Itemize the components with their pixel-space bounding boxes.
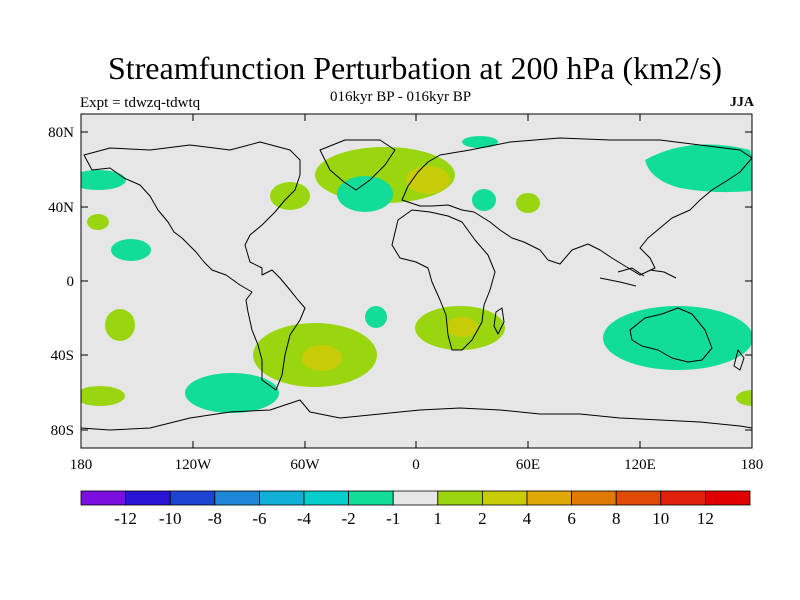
lat-label-40s: 40S [51, 348, 74, 364]
lat-ticks [81, 131, 752, 431]
colorbar-swatch-level-4-6 [526, 490, 572, 506]
colorbar-label: -1 [386, 509, 400, 528]
plot-subtitle-period: 016kyr BP - 016kyr BP [330, 89, 472, 105]
negative-anomaly-atlantic [337, 176, 393, 212]
negative-anomaly-caspian [472, 189, 496, 211]
colorbar-label: -6 [252, 509, 266, 528]
lon-label-120w: 120W [175, 457, 213, 473]
negative-anomaly-australia [603, 306, 752, 370]
colorbar-label: -8 [208, 509, 222, 528]
colorbar-swatch-level-2-1 [348, 490, 394, 506]
colorbar-swatch-level-gt-12 [705, 490, 751, 506]
lat-label-80s: 80S [51, 423, 74, 439]
colorbar-label: -4 [297, 509, 312, 528]
lon-label-120e: 120E [624, 457, 656, 473]
colorbar-swatch-level-1-2 [437, 490, 483, 506]
lon-label-180w: 180 [70, 457, 93, 473]
colorbar-swatch-level-6-8 [571, 490, 617, 506]
colorbar-swatch-level-4-2 [303, 490, 349, 506]
plot-subtitle-experiment: Expt = tdwzq-tdwtq [80, 95, 201, 111]
colorbar-swatch-level-1-1 [392, 490, 439, 506]
colorbar-label: -2 [342, 509, 356, 528]
negative-anomaly-south-pacific [185, 373, 279, 413]
colorbar-swatch-level-10-8 [169, 490, 216, 506]
colorbar-swatch-level-6-4 [258, 490, 305, 506]
colorbar: -12 -10 -8 -6 -4 -2 -1 1 2 4 6 8 10 12 [80, 490, 751, 528]
colorbar-label: -12 [114, 509, 137, 528]
positive-anomaly-central-asia [516, 193, 540, 213]
lat-label-eq: 0 [67, 274, 75, 290]
negative-anomaly-east-asia [645, 144, 752, 193]
negative-anomaly-subtropical-pacific [111, 239, 151, 261]
positive-anomaly-southern-ocean-west [81, 386, 125, 406]
positive-anomaly-southern-africa-core [446, 317, 478, 337]
colorbar-swatch-level-lt-12 [80, 490, 126, 506]
plot-title: Streamfunction Perturbation at 200 hPa (… [107, 50, 723, 86]
colorbar-label: 12 [697, 509, 714, 528]
lat-label-40n: 40N [48, 200, 74, 216]
colorbar-swatch-level-8-10 [615, 490, 662, 506]
lon-label-0: 0 [412, 457, 420, 473]
anomaly-contours [81, 136, 752, 413]
colorbar-label: 2 [478, 509, 487, 528]
colorbar-swatch-level-8-6 [214, 490, 260, 506]
negative-anomaly-arctic [462, 136, 498, 148]
lon-label-60w: 60W [290, 457, 320, 473]
colorbar-label: 8 [612, 509, 621, 528]
colorbar-swatch-level-10-12 [660, 490, 706, 506]
positive-anomaly-south-pacific [105, 309, 135, 341]
colorbar-label: -10 [159, 509, 182, 528]
colorbar-swatch-level-12-10 [125, 490, 171, 506]
plot-subtitle-season: JJA [729, 95, 754, 110]
lon-label-180e: 180 [741, 457, 764, 473]
colorbar-swatch-level-2-4 [481, 490, 528, 506]
positive-anomaly-north-pacific [87, 214, 109, 230]
lat-label-80n: 80N [48, 125, 74, 141]
lon-ticks [80, 114, 753, 448]
positive-anomaly-north-america [270, 182, 310, 210]
colorbar-label: 4 [523, 509, 532, 528]
positive-anomaly-south-atlantic-core [302, 345, 342, 371]
colorbar-label: 1 [434, 509, 443, 528]
coastlines [81, 137, 752, 431]
negative-anomaly-bering [81, 170, 126, 190]
lon-label-60e: 60E [516, 457, 540, 473]
colorbar-label: 10 [652, 509, 669, 528]
colorbar-label: 6 [567, 509, 576, 528]
negative-anomaly-south-atlantic-small [365, 306, 387, 328]
positive-anomaly-southern-ocean-east [736, 390, 752, 406]
